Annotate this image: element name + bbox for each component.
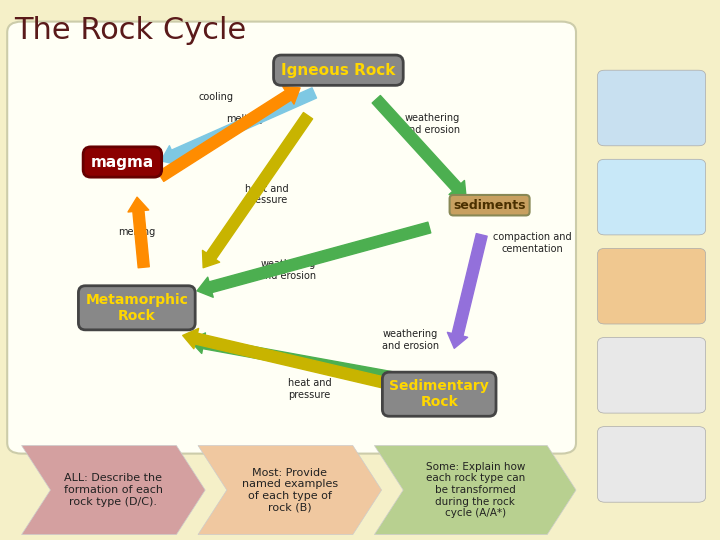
Text: melting: melting	[226, 114, 264, 124]
FancyBboxPatch shape	[598, 427, 706, 502]
FancyBboxPatch shape	[598, 338, 706, 413]
Polygon shape	[198, 446, 382, 535]
Text: Some: Explain how
each rock type can
be transformed
during the rock
cycle (A/A*): Some: Explain how each rock type can be …	[426, 462, 525, 518]
Text: The Rock Cycle: The Rock Cycle	[14, 16, 247, 45]
Polygon shape	[374, 446, 576, 535]
Polygon shape	[22, 446, 205, 535]
Text: weathering
and erosion: weathering and erosion	[259, 259, 317, 281]
FancyBboxPatch shape	[598, 70, 706, 146]
Text: ALL: Describe the
formation of each
rock type (D/C).: ALL: Describe the formation of each rock…	[64, 474, 163, 507]
Text: heat and
pressure: heat and pressure	[245, 184, 288, 205]
Text: magma: magma	[91, 154, 154, 170]
Text: cooling: cooling	[199, 92, 233, 102]
FancyBboxPatch shape	[7, 22, 576, 454]
Text: weathering
and erosion: weathering and erosion	[382, 329, 439, 351]
Text: Sedimentary
Rock: Sedimentary Rock	[390, 379, 489, 409]
Text: compaction and
cementation: compaction and cementation	[493, 232, 572, 254]
Text: melting: melting	[118, 227, 156, 237]
Text: heat and
pressure: heat and pressure	[288, 378, 331, 400]
FancyBboxPatch shape	[598, 248, 706, 324]
Text: weathering
and erosion: weathering and erosion	[403, 113, 461, 135]
Text: Igneous Rock: Igneous Rock	[282, 63, 395, 78]
Text: Metamorphic
Rock: Metamorphic Rock	[86, 293, 188, 323]
FancyBboxPatch shape	[598, 159, 706, 235]
Text: sediments: sediments	[454, 199, 526, 212]
Text: Most: Provide
named examples
of each type of
rock (B): Most: Provide named examples of each typ…	[242, 468, 338, 512]
